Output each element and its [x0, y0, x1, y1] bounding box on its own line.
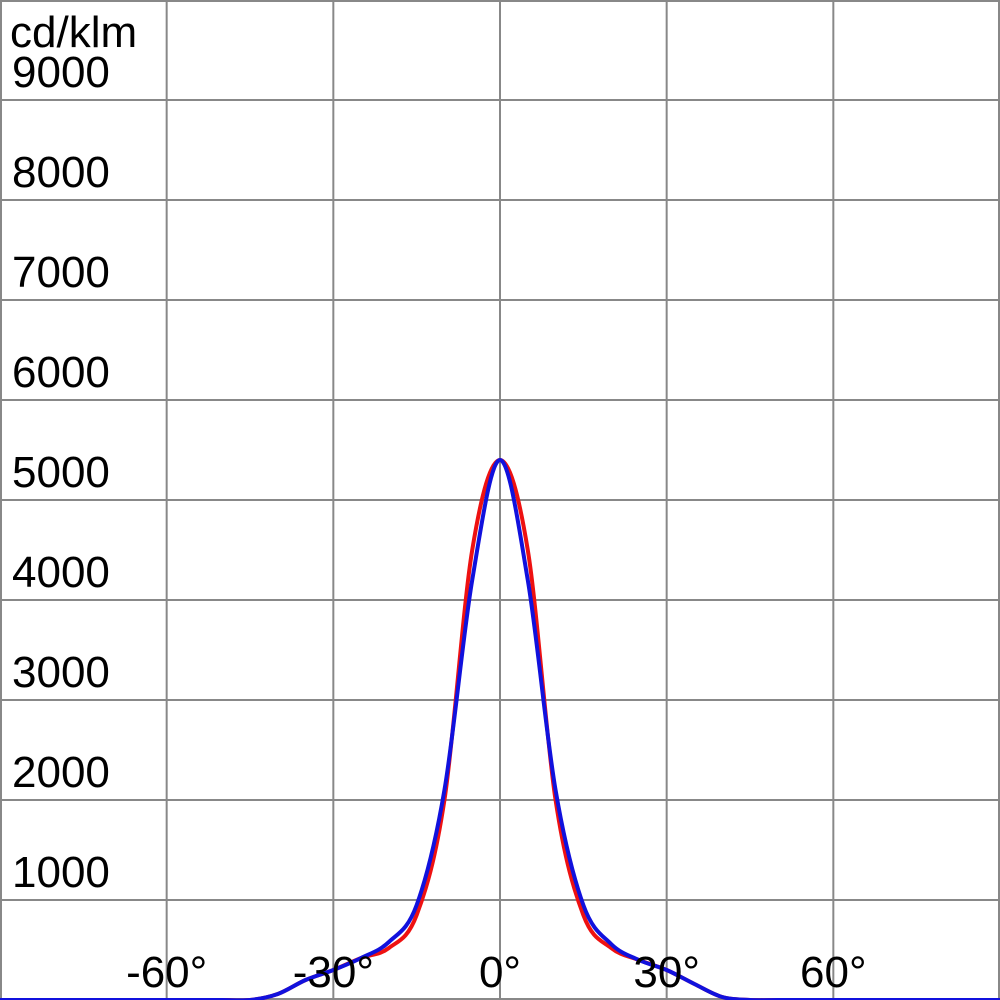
x-tick-label: 0°	[479, 948, 521, 997]
x-tick-label: -60°	[126, 948, 207, 997]
x-tick-label: -30°	[293, 948, 374, 997]
x-tick-label: 30°	[633, 948, 700, 997]
y-tick-label: 5000	[12, 448, 110, 497]
y-tick-label: 2000	[12, 748, 110, 797]
y-tick-label: 9000	[12, 48, 110, 97]
y-tick-label: 3000	[12, 648, 110, 697]
y-tick-label: 7000	[12, 248, 110, 297]
curves	[0, 458, 1000, 1000]
y-tick-label: 8000	[12, 148, 110, 197]
x-tick-label: 60°	[800, 948, 867, 997]
y-tick-label: 1000	[12, 848, 110, 897]
labels: cd/klm 1000 2000 3000 4000 5000 6000 7000 8000 9…	[10, 8, 867, 997]
y-tick-label: 6000	[12, 348, 110, 397]
y-axis-label: cd/klm	[10, 8, 137, 57]
y-tick-label: 4000	[12, 548, 110, 597]
curve	[0, 458, 1000, 1000]
